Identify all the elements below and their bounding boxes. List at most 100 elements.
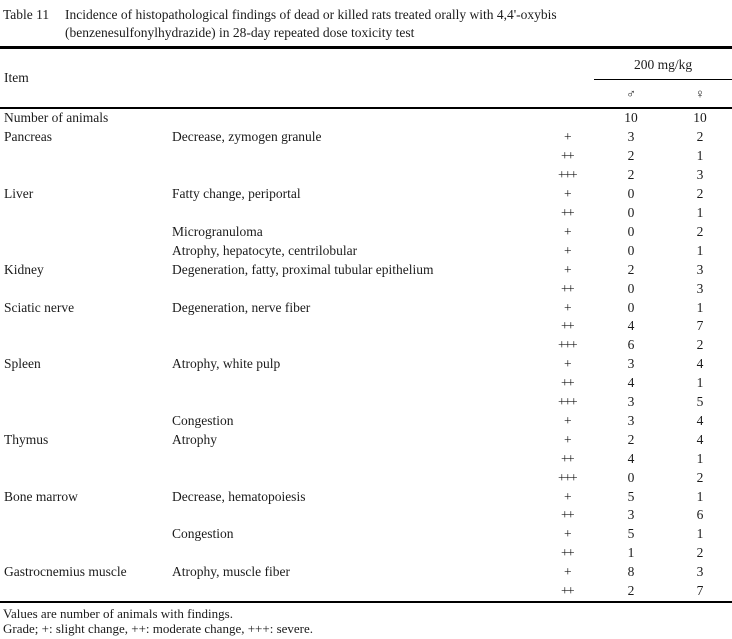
cell-organ — [0, 393, 172, 412]
cell-female: 4 — [696, 412, 704, 428]
cell-finding — [172, 449, 540, 468]
cell-organ — [0, 506, 172, 525]
cell-organ: Pancreas — [4, 129, 52, 145]
table-row: Congestion +3 4 — [0, 412, 732, 431]
cell-female: 4 — [696, 356, 704, 372]
table-row: +++ 2 3 — [0, 166, 732, 185]
table-caption: Table 11 Incidence of histopathological … — [0, 0, 732, 46]
table-row: ++ 1 2 — [0, 544, 732, 563]
cell-organ — [0, 525, 172, 544]
table-row: Gastrocnemius muscle Atrophy, muscle fibe… — [0, 563, 732, 582]
header-row-dose: Item 200 mg/kg — [0, 47, 732, 85]
cell-male: 5 — [627, 488, 635, 504]
cell-female: 3 — [696, 564, 704, 580]
cell-grade: ++ — [561, 148, 575, 164]
cell-finding — [172, 393, 540, 412]
cell-male: 4 — [627, 450, 635, 466]
cell-grade: ++ — [561, 450, 575, 466]
cell-grade: + — [564, 261, 572, 277]
cell-male: 3 — [627, 129, 635, 145]
footnote-values: Values are number of animals with findin… — [3, 605, 233, 621]
cell-organ: Number of animals — [4, 110, 109, 126]
cell-finding: Decrease, zymogen granule — [172, 129, 322, 145]
table-row: Bone marrow Decrease, hematopoiesis +5 1 — [0, 487, 732, 506]
cell-female: 1 — [696, 488, 704, 504]
table-row: ++ 0 3 — [0, 279, 732, 298]
cell-male: 6 — [627, 337, 635, 353]
cell-male: 4 — [627, 318, 635, 334]
table-row: +++ 6 2 — [0, 336, 732, 355]
cell-finding — [172, 317, 540, 336]
cell-finding: Atrophy, hepatocyte, centrilobular — [172, 242, 358, 258]
cell-organ: Bone marrow — [4, 488, 78, 504]
cell-male: 3 — [627, 394, 635, 410]
cell-finding — [172, 506, 540, 525]
cell-finding — [172, 544, 540, 563]
cell-male: 0 — [627, 204, 635, 220]
table-row: Kidney Degeneration, fatty, proximal tubu… — [0, 260, 732, 279]
cell-finding: Atrophy, white pulp — [172, 356, 281, 372]
cell-grade: +++ — [558, 394, 578, 410]
table-row: ++ 4 7 — [0, 317, 732, 336]
cell-organ — [0, 468, 172, 487]
cell-finding — [172, 204, 540, 223]
cell-grade: ++ — [561, 204, 575, 220]
cell-female: 2 — [696, 545, 704, 561]
table-number-label: Table 11 — [3, 7, 50, 22]
cell-finding: Microgranuloma — [172, 223, 263, 239]
item-column-header: Item — [4, 70, 29, 85]
cell-grade: + — [564, 186, 572, 202]
table-row: Spleen Atrophy, white pulp +3 4 — [0, 355, 732, 374]
cell-grade: + — [564, 526, 572, 542]
cell-grade: ++ — [561, 318, 575, 334]
table-row: +++ 3 5 — [0, 393, 732, 412]
cell-female: 6 — [696, 507, 704, 523]
table-row: +++ 0 2 — [0, 468, 732, 487]
cell-male: 2 — [627, 261, 635, 277]
cell-grade: +++ — [558, 337, 578, 353]
table-row: Atrophy, hepatocyte, centrilobular +0 1 — [0, 241, 732, 260]
cell-organ — [0, 147, 172, 166]
table-row: ++ 4 1 — [0, 374, 732, 393]
cell-female: 2 — [696, 129, 704, 145]
cell-grade: ++ — [561, 545, 575, 561]
cell-female: 1 — [696, 148, 704, 164]
cell-finding: Congestion — [172, 412, 234, 428]
cell-organ — [0, 449, 172, 468]
cell-organ — [0, 317, 172, 336]
cell-organ — [0, 166, 172, 185]
table-header: Item 200 mg/kg ♂ ♀ — [0, 47, 732, 108]
cell-organ — [0, 279, 172, 298]
cell-male: 8 — [627, 564, 635, 580]
cell-male: 1 — [627, 545, 635, 561]
cell-finding: Atrophy, muscle fiber — [172, 564, 290, 580]
cell-grade: + — [564, 299, 572, 315]
cell-finding — [172, 374, 540, 393]
cell-grade: ++ — [561, 280, 575, 296]
cell-female: 1 — [696, 375, 704, 391]
cell-male: 2 — [627, 431, 635, 447]
female-column-header: ♀ — [695, 85, 705, 101]
cell-grade: +++ — [558, 469, 578, 485]
footnotes: Values are number of animals with findin… — [0, 603, 732, 637]
cell-male: 2 — [627, 583, 635, 599]
table-row: ++ 3 6 — [0, 506, 732, 525]
cell-finding: Decrease, hematopoiesis — [172, 488, 306, 504]
cell-organ: Sciatic nerve — [4, 299, 75, 315]
cell-organ — [0, 582, 172, 602]
cell-organ — [0, 241, 172, 260]
table-body: Number of animals 10 10 Pancreas Decrease, z… — [0, 108, 732, 602]
cell-female: 2 — [696, 337, 704, 353]
table-row: ++ 0 1 — [0, 204, 732, 223]
cell-finding: Congestion — [172, 526, 234, 542]
cell-finding: Atrophy — [172, 431, 217, 447]
cell-female: 3 — [696, 280, 704, 296]
cell-male: 3 — [627, 507, 635, 523]
cell-female: 1 — [696, 204, 704, 220]
footnote-grade-legend: Grade; +: slight change, ++: moderate ch… — [3, 621, 314, 637]
table-row: ++ 4 1 — [0, 449, 732, 468]
cell-organ — [0, 204, 172, 223]
cell-organ — [0, 412, 172, 431]
cell-finding: Degeneration, fatty, proximal tubular ep… — [172, 261, 434, 277]
